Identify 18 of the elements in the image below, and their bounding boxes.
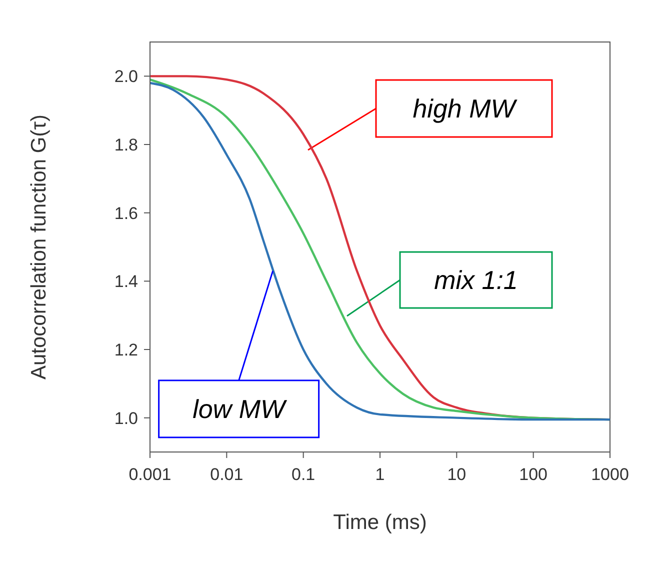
annotation: mix 1:1: [434, 265, 518, 295]
y-tick-label: 1.0: [114, 408, 138, 428]
x-tick-label: 0.1: [292, 465, 316, 484]
annotation: low MW: [192, 394, 288, 424]
y-tick-label: 1.6: [114, 204, 138, 223]
x-tick-label: 1000: [591, 465, 629, 484]
y-tick-label: 2.0: [114, 67, 138, 86]
x-tick-label: 1: [375, 465, 385, 484]
x-tick-label: 10: [447, 465, 466, 484]
y-tick-label: 1.8: [114, 136, 138, 155]
y-axis-title: Autocorrelation function G(τ): [27, 114, 50, 380]
x-tick-label: 0.01: [210, 465, 244, 484]
y-tick-label: 1.4: [114, 272, 138, 292]
x-tick-label: 100: [519, 465, 548, 484]
annotation: high MW: [412, 94, 518, 124]
x-tick-label: 0.001: [128, 465, 172, 484]
x-axis-title: Time (ms): [333, 510, 427, 534]
y-tick-label: 1.2: [114, 340, 138, 360]
